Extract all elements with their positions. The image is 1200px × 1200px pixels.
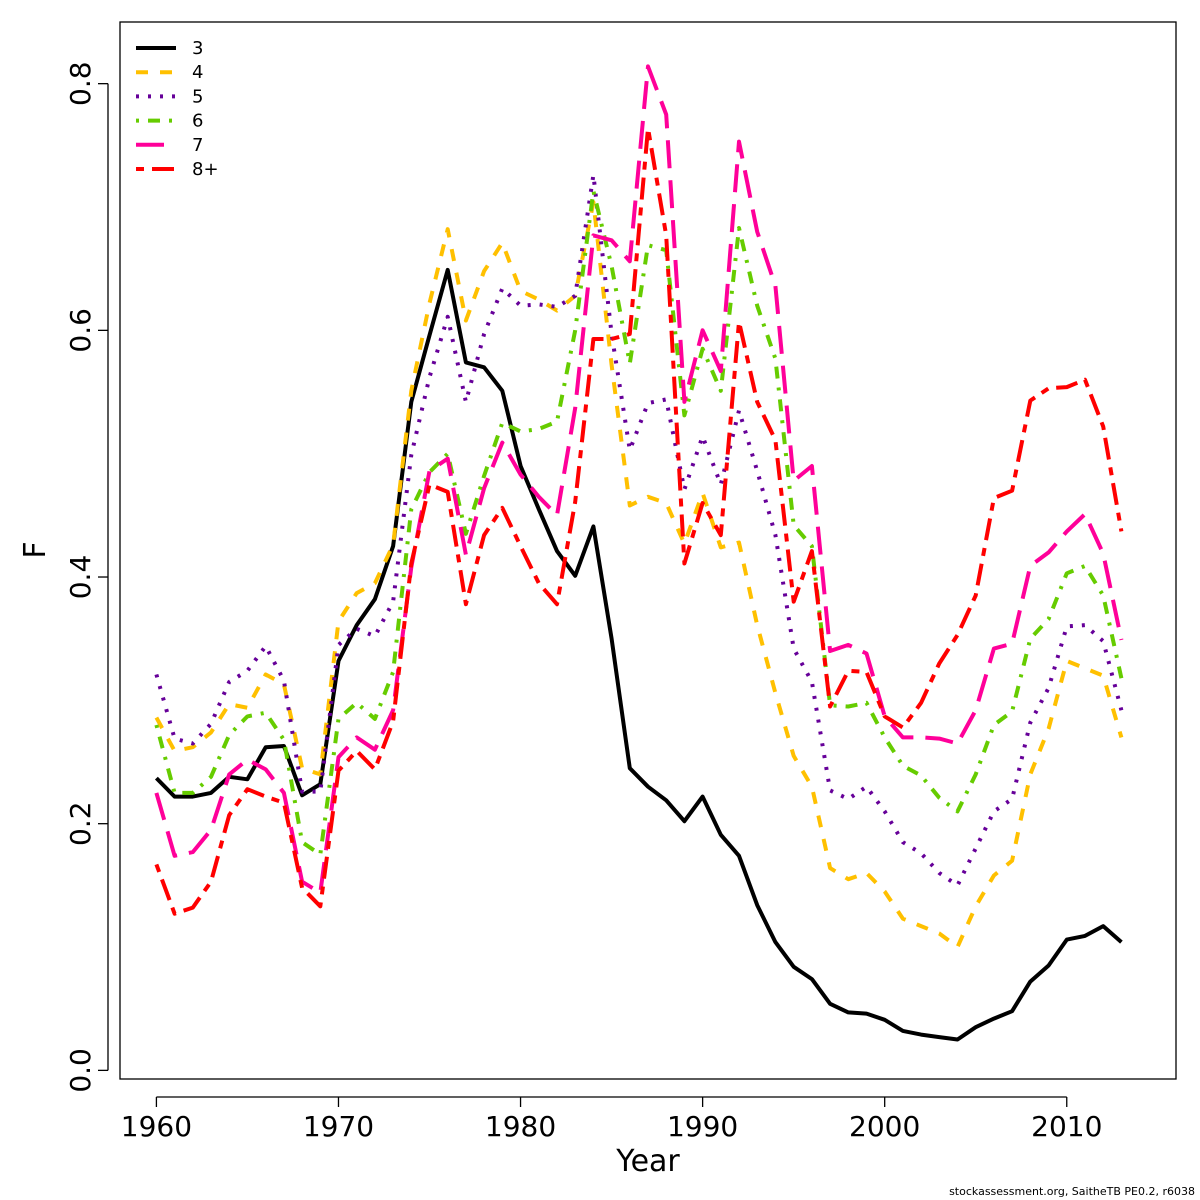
legend: 3 4 5 6 7 8+ — [136, 38, 219, 180]
x-tick-label: 2000 — [849, 1110, 920, 1143]
y-axis-title: F — [18, 541, 53, 558]
axes: 1960 1970 1980 1990 2000 2010 0.0 0.2 0.4 0.6 0.8 — [64, 61, 1102, 1143]
legend-label: 6 — [192, 111, 203, 132]
legend-label: 8+ — [192, 159, 219, 180]
y-tick-label: 0.4 — [64, 555, 97, 600]
series-line-7 — [154, 64, 1124, 895]
x-tick-label: 2010 — [1031, 1110, 1102, 1143]
legend-label: 5 — [192, 86, 203, 107]
x-tick-label: 1980 — [485, 1110, 556, 1143]
series-line-6 — [154, 189, 1124, 857]
y-tick-label: 0.0 — [64, 1048, 97, 1093]
x-tick-label: 1990 — [667, 1110, 738, 1143]
plot-frame — [119, 21, 1177, 1080]
series-line-3 — [154, 267, 1123, 1042]
credit-text: stockassessment.org, SaitheTB PE0.2, r60… — [949, 1185, 1195, 1198]
series-line-4 — [154, 200, 1124, 949]
legend-label: 7 — [192, 135, 203, 156]
y-tick-label: 0.2 — [64, 801, 97, 846]
y-tick-label: 0.8 — [64, 61, 97, 106]
legend-label: 4 — [192, 62, 203, 83]
x-tick-label: 1970 — [303, 1110, 374, 1143]
plot-lines — [154, 64, 1124, 1042]
x-axis-title: Year — [615, 1144, 680, 1179]
x-tick-label: 1960 — [121, 1110, 192, 1143]
legend-label: 3 — [192, 38, 203, 59]
y-tick-label: 0.6 — [64, 308, 97, 353]
series-line-8plus — [154, 126, 1124, 916]
